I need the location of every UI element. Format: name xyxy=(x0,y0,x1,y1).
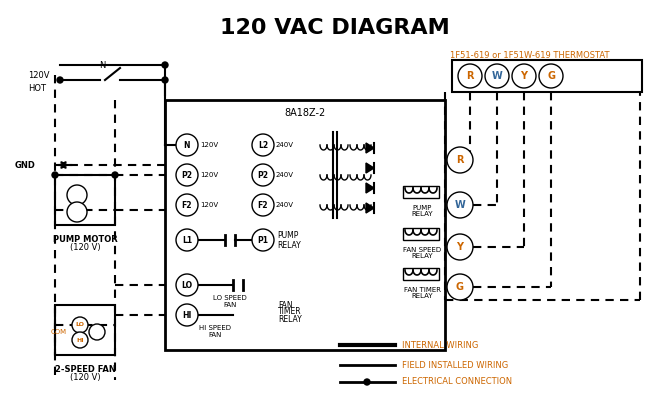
Bar xyxy=(403,186,439,198)
Circle shape xyxy=(72,332,88,348)
Text: FAN: FAN xyxy=(223,302,237,308)
Text: G: G xyxy=(547,71,555,81)
Circle shape xyxy=(52,172,58,178)
Circle shape xyxy=(447,274,473,300)
Text: RELAY: RELAY xyxy=(278,315,302,323)
Circle shape xyxy=(176,229,198,251)
Circle shape xyxy=(162,77,168,83)
Circle shape xyxy=(252,229,274,251)
Circle shape xyxy=(447,192,473,218)
Circle shape xyxy=(89,324,105,340)
Text: 240V: 240V xyxy=(276,202,294,208)
Circle shape xyxy=(539,64,563,88)
Text: 120V: 120V xyxy=(200,202,218,208)
Text: P2: P2 xyxy=(257,171,269,179)
Text: P1: P1 xyxy=(257,235,269,245)
Text: PUMP: PUMP xyxy=(412,205,431,211)
Text: GND: GND xyxy=(15,160,36,170)
Text: 1F51-619 or 1F51W-619 THERMOSTAT: 1F51-619 or 1F51W-619 THERMOSTAT xyxy=(450,51,610,59)
Text: FAN TIMER: FAN TIMER xyxy=(403,287,440,293)
Text: L2: L2 xyxy=(258,140,268,150)
Text: Y: Y xyxy=(521,71,527,81)
Circle shape xyxy=(57,77,63,83)
Circle shape xyxy=(252,134,274,156)
Text: F2: F2 xyxy=(258,201,268,210)
Text: RELAY: RELAY xyxy=(411,253,433,259)
Text: N: N xyxy=(98,60,105,70)
Text: FAN: FAN xyxy=(208,332,222,338)
Text: FAN: FAN xyxy=(278,300,293,310)
Circle shape xyxy=(447,147,473,173)
Text: HOT: HOT xyxy=(28,83,46,93)
Text: FAN SPEED: FAN SPEED xyxy=(403,247,441,253)
Text: 240V: 240V xyxy=(276,172,294,178)
Text: W: W xyxy=(492,71,502,81)
Text: P2: P2 xyxy=(182,171,192,179)
Text: 8A18Z-2: 8A18Z-2 xyxy=(284,108,326,118)
Circle shape xyxy=(458,64,482,88)
Text: 120V: 120V xyxy=(200,142,218,148)
Circle shape xyxy=(176,304,198,326)
Text: Y: Y xyxy=(456,242,464,252)
Text: TIMER: TIMER xyxy=(278,308,302,316)
Circle shape xyxy=(447,234,473,260)
Text: COM: COM xyxy=(51,329,67,335)
Circle shape xyxy=(176,194,198,216)
Text: ELECTRICAL CONNECTION: ELECTRICAL CONNECTION xyxy=(402,378,512,386)
Circle shape xyxy=(485,64,509,88)
Text: 120 VAC DIAGRAM: 120 VAC DIAGRAM xyxy=(220,18,450,38)
Text: 2-SPEED FAN: 2-SPEED FAN xyxy=(54,365,115,374)
Circle shape xyxy=(512,64,536,88)
Text: INTERNAL WIRING: INTERNAL WIRING xyxy=(402,341,478,349)
Bar xyxy=(403,228,439,240)
Bar xyxy=(403,268,439,280)
Text: LO: LO xyxy=(76,323,84,328)
Circle shape xyxy=(112,172,118,178)
Text: LO: LO xyxy=(182,280,192,290)
Text: RELAY: RELAY xyxy=(277,241,301,249)
Text: (120 V): (120 V) xyxy=(70,243,100,252)
Text: HI: HI xyxy=(76,337,84,342)
Text: RELAY: RELAY xyxy=(411,293,433,299)
Circle shape xyxy=(67,202,87,222)
Text: L1: L1 xyxy=(182,235,192,245)
Circle shape xyxy=(176,134,198,156)
Text: 120V: 120V xyxy=(28,70,50,80)
Polygon shape xyxy=(366,143,374,153)
Text: RELAY: RELAY xyxy=(411,211,433,217)
Circle shape xyxy=(364,379,370,385)
Text: LO SPEED: LO SPEED xyxy=(213,295,247,301)
Text: HI SPEED: HI SPEED xyxy=(199,325,231,331)
Text: FIELD INSTALLED WIRING: FIELD INSTALLED WIRING xyxy=(402,360,509,370)
Bar xyxy=(165,100,445,350)
Text: HI: HI xyxy=(182,310,192,320)
Circle shape xyxy=(252,194,274,216)
Text: R: R xyxy=(466,71,474,81)
Bar xyxy=(452,60,642,92)
Text: F2: F2 xyxy=(182,201,192,210)
Text: PUMP: PUMP xyxy=(277,230,298,240)
Circle shape xyxy=(176,274,198,296)
Polygon shape xyxy=(366,183,374,193)
Polygon shape xyxy=(366,163,374,173)
Text: G: G xyxy=(456,282,464,292)
Text: 120V: 120V xyxy=(200,172,218,178)
Circle shape xyxy=(72,317,88,333)
Text: N: N xyxy=(184,140,190,150)
Text: 240V: 240V xyxy=(276,142,294,148)
Text: W: W xyxy=(455,200,466,210)
Circle shape xyxy=(162,62,168,68)
Circle shape xyxy=(252,164,274,186)
Text: (120 V): (120 V) xyxy=(70,373,100,382)
Circle shape xyxy=(67,185,87,205)
Text: PUMP MOTOR: PUMP MOTOR xyxy=(53,235,117,244)
Circle shape xyxy=(176,164,198,186)
Bar xyxy=(55,175,115,225)
Polygon shape xyxy=(366,203,374,213)
Text: R: R xyxy=(456,155,464,165)
Bar xyxy=(55,305,115,355)
